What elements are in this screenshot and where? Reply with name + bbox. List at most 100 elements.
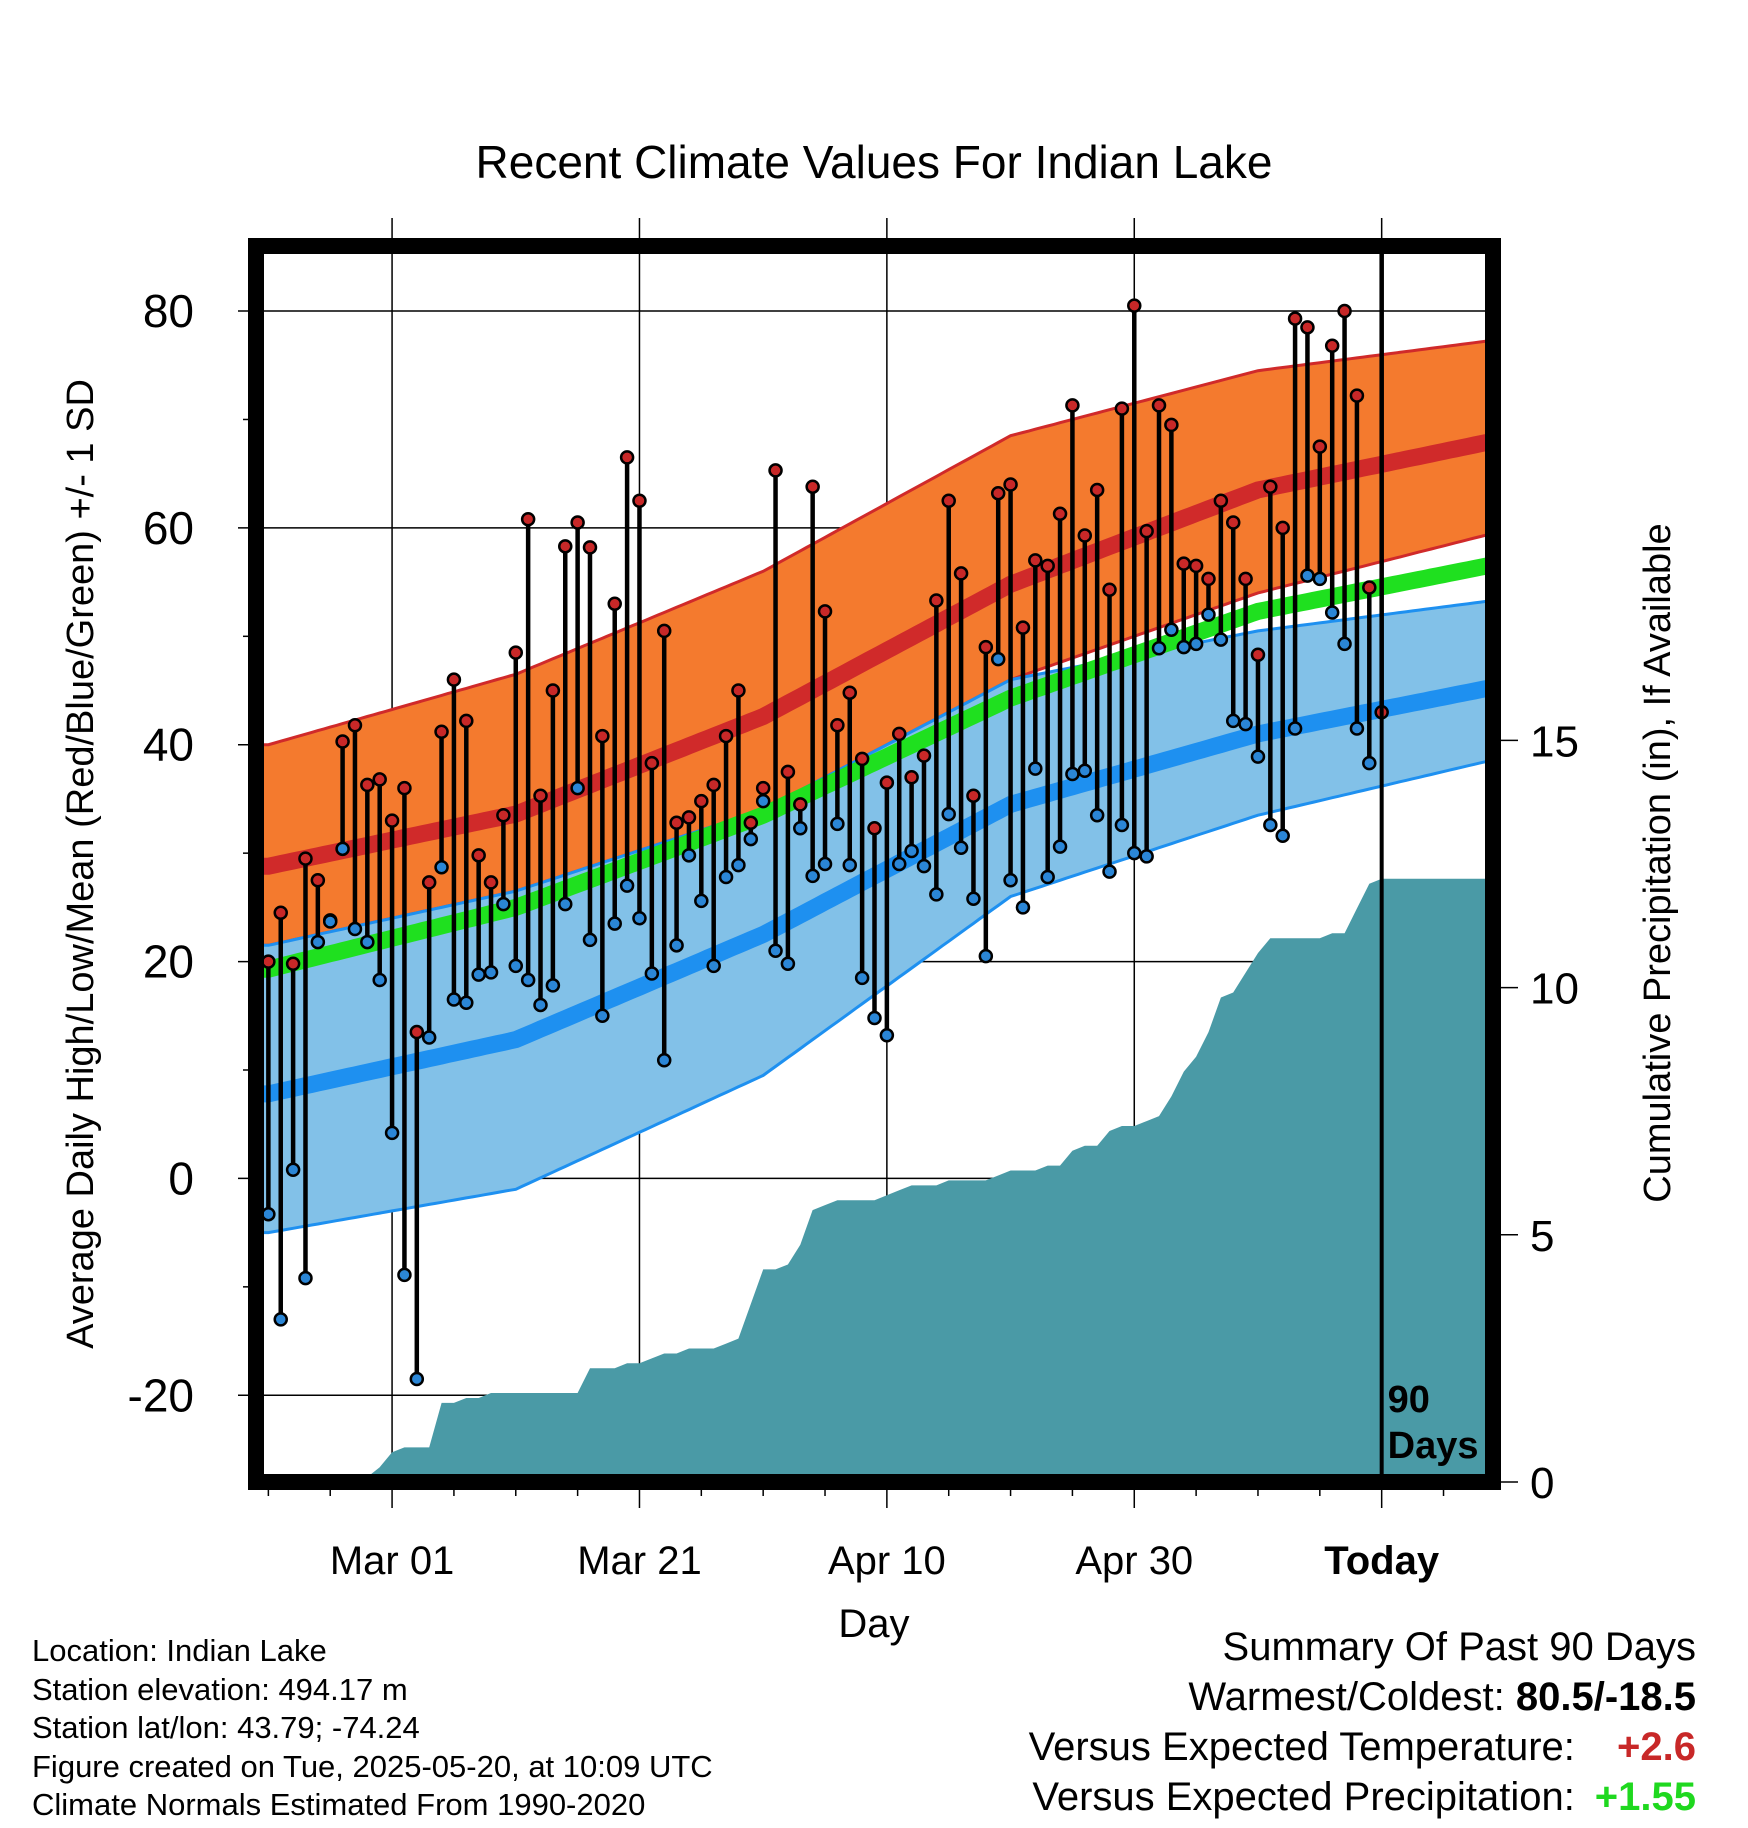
daily-high-point: [1275, 520, 1290, 536]
cumulative-precip-area: [256, 878, 1493, 1482]
daily-low-point: [607, 916, 622, 931]
x-tick-label: Mar 21: [577, 1539, 702, 1583]
daily-high-point: [854, 751, 870, 767]
temp-label: Versus Expected Temperature:: [1028, 1725, 1575, 1769]
daily-low-point: [1349, 721, 1365, 736]
info-elevation: Station elevation: 494.17 m: [32, 1671, 408, 1707]
summary-panel: Summary Of Past 90 Days Warmest/Coldest:…: [1029, 1622, 1696, 1822]
daily-low-point: [434, 860, 449, 875]
daily-low-point: [966, 891, 981, 906]
daily-low-point: [941, 806, 956, 822]
daily-low-point: [879, 1028, 895, 1043]
daily-high-point: [1164, 417, 1179, 433]
daily-range-stems: [266, 246, 1384, 1379]
daily-low-point: [483, 965, 499, 980]
daily-high-point: [360, 777, 375, 793]
daily-high-point: [817, 604, 833, 619]
daily-low-point: [1337, 636, 1352, 652]
daily-high-point: [471, 848, 486, 863]
daily-low-point: [508, 958, 524, 974]
daily-high-point: [793, 797, 808, 812]
daily-low-point: [656, 1052, 672, 1068]
daily-high-point: [558, 539, 573, 554]
daily-high-point: [669, 815, 684, 831]
daily-high-point: [533, 788, 548, 803]
daily-high-point: [768, 463, 783, 478]
y2-tick-label: 15: [1530, 717, 1579, 766]
daily-low-point: [1238, 716, 1253, 732]
daily-low-point: [595, 1008, 610, 1024]
daily-high-point: [1201, 571, 1216, 587]
daily-low-point: [285, 1162, 301, 1177]
y-axis-left: -20 0 20 40 60 80: [128, 285, 256, 1421]
temp-value: +2.6: [1617, 1725, 1696, 1769]
summary-warmest: Warmest/Coldest: 80.5/-18.5: [1029, 1672, 1696, 1722]
daily-low-point: [471, 967, 486, 982]
daily-high-point: [434, 724, 449, 739]
daily-high-point: [310, 873, 326, 888]
daily-high-point: [607, 596, 622, 612]
daily-high-point: [1102, 582, 1117, 597]
daily-low-point: [1376, 0, 1388, 6]
daily-high-point: [496, 807, 511, 823]
daily-low-point: [397, 1267, 412, 1283]
plot-frame: [248, 238, 1501, 1490]
daily-high-point: [644, 755, 660, 771]
daily-low-point: [1225, 713, 1241, 729]
normal-high-line: [256, 432, 1493, 875]
summary-temp: Versus Expected Temperature: +2.6: [1029, 1722, 1696, 1772]
normal-mean-line: [256, 556, 1493, 978]
daily-high-point: [582, 540, 598, 555]
daily-high-point: [335, 734, 350, 749]
daily-low-point: [273, 1312, 288, 1327]
y2-tick-label: 5: [1530, 1212, 1554, 1261]
daily-high-point: [891, 726, 907, 742]
y-tick-label: -20: [128, 1369, 194, 1421]
daily-high-point: [1238, 571, 1253, 587]
daily-high-point: [347, 717, 363, 733]
daily-high-point: [842, 685, 858, 700]
daily-low-point: [1324, 605, 1340, 620]
daily-low-point: [421, 1030, 437, 1045]
daily-high-point: [1176, 556, 1191, 571]
daily-low-point: [1275, 828, 1290, 844]
summary-precip: Versus Expected Precipitation: +1.55: [1029, 1772, 1696, 1822]
station-info: Location: Indian Lake Station elevation:…: [32, 1632, 713, 1825]
daily-high-point: [929, 593, 944, 608]
daily-low-point: [1362, 755, 1377, 771]
summary-heading: Summary Of Past 90 Days: [1222, 1625, 1696, 1669]
daily-low-point: [1300, 568, 1315, 583]
daily-low-point: [496, 896, 511, 912]
daily-high-point: [656, 623, 672, 639]
daily-high-point: [879, 775, 895, 790]
daily-high-point: [1089, 482, 1105, 498]
y-axis-label: Average Daily High/Low/Mean (Red/Blue/Gr…: [60, 379, 102, 1349]
daily-low-point: [1151, 640, 1167, 656]
daily-high-point: [1040, 558, 1055, 574]
daily-low-point: [669, 938, 684, 953]
daily-low-point: [768, 943, 783, 958]
info-created: Figure created on Tue, 2025-05-20, at 10…: [32, 1748, 713, 1784]
daily-low-point: [298, 1270, 313, 1286]
y-tick-label: 60: [143, 502, 194, 554]
x-tick-label: Today: [1324, 1539, 1440, 1583]
daily-high-point: [706, 777, 721, 793]
daily-low-point: [1312, 571, 1328, 587]
info-latlon: Station lat/lon: 43.79; -74.24: [32, 1710, 420, 1745]
daily-low-point: [632, 910, 647, 926]
daily-high-point: [261, 954, 276, 969]
y-tick-label: 0: [168, 1152, 194, 1204]
y-axis-right: 0 5 10 15: [1493, 717, 1579, 1508]
daily-low-point: [1164, 622, 1179, 638]
daily-low-point: [681, 848, 697, 863]
daily-high-point: [384, 813, 400, 828]
daily-low-point: [891, 856, 907, 872]
daily-low-point: [1015, 900, 1031, 915]
daily-low-point: [1127, 845, 1142, 861]
daily-low-point: [384, 1125, 400, 1141]
daily-low-point: [805, 868, 820, 884]
today-days-label: Days: [1388, 1425, 1479, 1467]
daily-high-point: [508, 645, 524, 660]
daily-low-point: [1077, 763, 1093, 779]
